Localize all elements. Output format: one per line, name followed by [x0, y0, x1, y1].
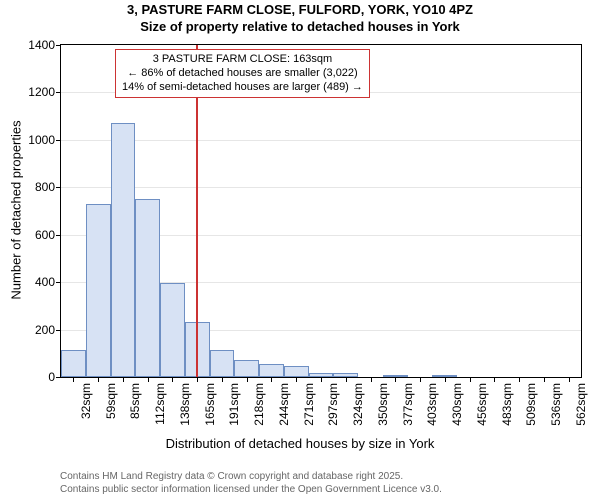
x-tick-mark	[197, 377, 198, 382]
x-tick-label: 218sqm	[252, 383, 266, 426]
x-tick-label: 85sqm	[128, 383, 142, 419]
x-tick-mark	[172, 377, 173, 382]
histogram-bar	[333, 373, 358, 377]
x-tick-mark	[73, 377, 74, 382]
grid-line	[61, 140, 581, 141]
x-tick-mark	[247, 377, 248, 382]
chart-title: 3, PASTURE FARM CLOSE, FULFORD, YORK, YO…	[0, 2, 600, 36]
histogram-bar	[111, 123, 136, 377]
x-tick-mark	[271, 377, 272, 382]
footer-line: Contains HM Land Registry data © Crown c…	[60, 470, 600, 483]
x-tick-label: 271sqm	[302, 383, 316, 426]
histogram-bar	[432, 375, 457, 377]
histogram-bar	[284, 366, 309, 377]
x-tick-mark	[470, 377, 471, 382]
x-tick-mark	[494, 377, 495, 382]
x-tick-mark	[420, 377, 421, 382]
x-tick-mark	[123, 377, 124, 382]
x-tick-label: 509sqm	[524, 383, 538, 426]
x-tick-label: 456sqm	[475, 383, 489, 426]
annotation-line: 3 PASTURE FARM CLOSE: 163sqm	[122, 53, 363, 67]
footer-line: Contains public sector information licen…	[60, 483, 600, 496]
x-tick-label: 244sqm	[277, 383, 291, 426]
x-tick-mark	[519, 377, 520, 382]
y-tick-mark	[56, 187, 61, 188]
title-line-1: 3, PASTURE FARM CLOSE, FULFORD, YORK, YO…	[0, 2, 600, 19]
histogram-bar	[135, 199, 160, 377]
y-tick-mark	[56, 282, 61, 283]
y-axis-label: Number of detached properties	[9, 120, 24, 299]
histogram-bar	[234, 360, 259, 377]
histogram-bar	[61, 350, 86, 377]
x-tick-mark	[445, 377, 446, 382]
x-tick-mark	[321, 377, 322, 382]
x-tick-mark	[569, 377, 570, 382]
y-tick-mark	[56, 92, 61, 93]
footer: Contains HM Land Registry data © Crown c…	[0, 470, 600, 496]
x-tick-label: 59sqm	[104, 383, 118, 419]
x-tick-label: 536sqm	[549, 383, 563, 426]
x-tick-label: 403sqm	[425, 383, 439, 426]
histogram-bar	[210, 350, 235, 377]
x-tick-label: 32sqm	[79, 383, 93, 419]
histogram-bar	[259, 364, 284, 377]
annotation-box: 3 PASTURE FARM CLOSE: 163sqm ← 86% of de…	[115, 49, 370, 98]
x-tick-mark	[395, 377, 396, 382]
x-tick-mark	[98, 377, 99, 382]
x-tick-label: 377sqm	[401, 383, 415, 426]
x-tick-label: 191sqm	[227, 383, 241, 426]
y-tick-mark	[56, 235, 61, 236]
grid-line	[61, 187, 581, 188]
x-tick-label: 430sqm	[450, 383, 464, 426]
x-tick-mark	[148, 377, 149, 382]
y-tick-mark	[56, 140, 61, 141]
x-tick-mark	[296, 377, 297, 382]
title-line-2: Size of property relative to detached ho…	[0, 19, 600, 36]
x-tick-label: 562sqm	[574, 383, 588, 426]
x-tick-label: 350sqm	[376, 383, 390, 426]
x-tick-label: 165sqm	[203, 383, 217, 426]
plot-area: 3 PASTURE FARM CLOSE: 163sqm ← 86% of de…	[60, 44, 582, 378]
y-tick-mark	[56, 45, 61, 46]
y-tick-mark	[56, 330, 61, 331]
annotation-line: 14% of semi-detached houses are larger (…	[122, 81, 363, 95]
x-tick-label: 297sqm	[326, 383, 340, 426]
x-tick-mark	[222, 377, 223, 382]
x-tick-label: 112sqm	[153, 383, 167, 425]
histogram-bar	[160, 283, 185, 377]
histogram-bar	[309, 373, 334, 377]
y-tick-mark	[56, 377, 61, 378]
x-tick-label: 138sqm	[178, 383, 192, 426]
chart-container: 3, PASTURE FARM CLOSE, FULFORD, YORK, YO…	[0, 0, 600, 500]
histogram-bar	[86, 204, 111, 377]
annotation-line: ← 86% of detached houses are smaller (3,…	[122, 67, 363, 81]
x-tick-mark	[371, 377, 372, 382]
x-tick-mark	[544, 377, 545, 382]
x-tick-label: 324sqm	[351, 383, 365, 426]
x-axis-label: Distribution of detached houses by size …	[0, 436, 600, 451]
x-tick-mark	[346, 377, 347, 382]
histogram-bar	[383, 375, 408, 377]
x-tick-label: 483sqm	[500, 383, 514, 426]
